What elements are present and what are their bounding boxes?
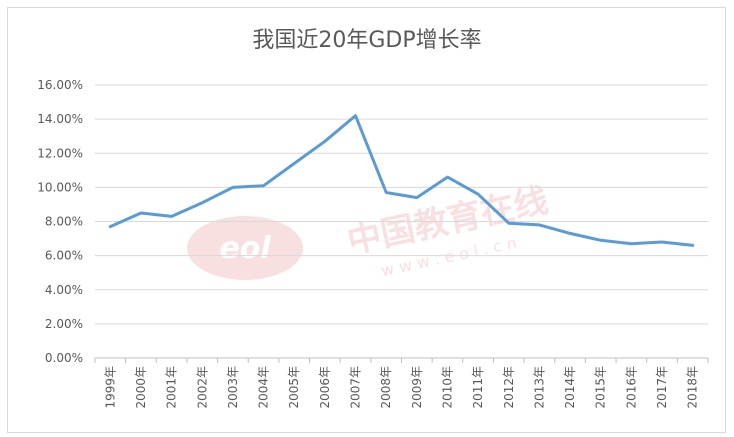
y-tick-label: 8.00%	[45, 215, 83, 229]
x-tick-label: 2006年	[318, 366, 332, 409]
y-tick-label: 4.00%	[45, 283, 83, 297]
series-line	[108, 114, 695, 247]
x-tick-label: 2007年	[349, 366, 363, 409]
y-tick-label: 10.00%	[37, 180, 83, 194]
x-tick-label: 2017年	[655, 366, 669, 409]
x-tick-label: 2018年	[686, 366, 700, 409]
y-tick-label: 6.00%	[45, 249, 83, 263]
x-tick-label: 2014年	[563, 366, 577, 409]
x-tick-label: 2009年	[410, 366, 424, 409]
x-tick-label: 2004年	[257, 366, 271, 409]
y-tick-label: 2.00%	[45, 317, 83, 331]
x-tick-label: 2008年	[379, 366, 393, 409]
x-tick-label: 2000年	[134, 366, 148, 409]
watermark-logo-shape	[187, 216, 303, 280]
x-tick-label: 1999年	[103, 366, 117, 409]
x-tick-label: 2002年	[195, 366, 209, 409]
x-tick-label: 2015年	[594, 366, 608, 409]
y-tick-label: 12.00%	[37, 146, 83, 160]
chart-title: 我国近20年GDP增长率	[252, 28, 482, 53]
y-tick-label: 14.00%	[37, 112, 83, 126]
watermark: eol 中国教育在线 w w w . e o l . c n	[187, 180, 552, 280]
y-tick-label: 0.00%	[45, 351, 83, 365]
x-tick-label: 2013年	[532, 366, 546, 409]
x-tick-label: 2011年	[471, 366, 485, 409]
x-tick-label: 2005年	[287, 366, 301, 409]
x-tick-label: 2016年	[624, 366, 638, 409]
x-tick-label: 2012年	[502, 366, 516, 409]
x-tick-label: 2010年	[440, 366, 454, 409]
watermark-logo: eol	[219, 231, 271, 266]
y-tick-label: 16.00%	[37, 78, 83, 92]
x-tick-label: 2003年	[226, 366, 240, 409]
x-tick-label: 2001年	[165, 366, 179, 409]
